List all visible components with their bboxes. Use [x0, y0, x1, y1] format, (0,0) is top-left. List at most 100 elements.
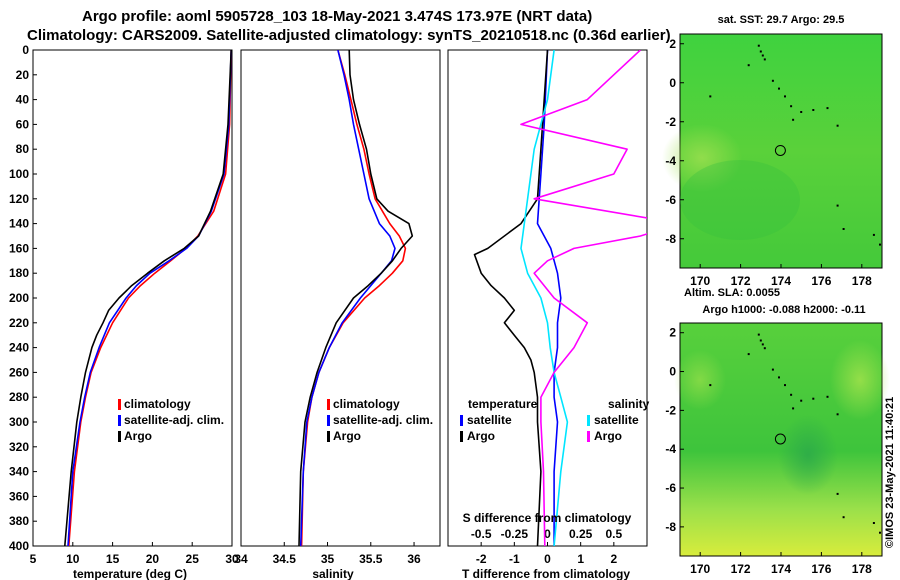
y-tick-label: 20: [16, 68, 30, 82]
islands: [709, 333, 881, 534]
salinity-panel: 34 34.5 35 35.5 36 salinity climatology sate…: [234, 49, 441, 580]
difference-panel: -2 -1 0 1 2 -0.5 -0.25 0 0.25 0.5 T difference f…: [447, 49, 650, 580]
island-dot: [826, 395, 829, 398]
map-y-tick-label: 0: [669, 365, 676, 379]
map-y-tick-label: -2: [665, 403, 676, 417]
map-y-tick-label: -4: [665, 154, 676, 168]
x-tick-label: 25: [186, 552, 200, 566]
map-x-tick-label: 174: [771, 562, 791, 576]
sst-map-title: sat. SST: 29.7 Argo: 29.5: [718, 14, 845, 26]
series-line-temperature-satellite: [536, 50, 562, 546]
legend-swatch-s-satellite: [587, 415, 590, 426]
island-dot: [836, 204, 839, 207]
depth-axis: 0 20 40 60 80 100 120 140 160 180 200 220 240 260 280 3…: [9, 43, 37, 553]
salinity-legend: climatology satellite-adj. clim. Argo: [327, 397, 433, 443]
island-dot: [763, 347, 766, 350]
island-dot: [879, 243, 881, 246]
sla-high-patch-west: [674, 350, 726, 410]
x-top-tick-label: 0: [544, 527, 551, 541]
sla-high-patch: [830, 340, 890, 420]
x-tick-label: 35: [321, 552, 335, 566]
salinity-plot-frame: [240, 49, 441, 547]
island-dot: [792, 118, 795, 121]
salinity-x-axis: 34 34.5 35 35.5 36: [234, 542, 421, 566]
sst-warm-patch: [662, 124, 742, 192]
island-dot: [836, 492, 839, 495]
x-tick-label: 1: [577, 552, 584, 566]
y-tick-label: 180: [9, 266, 29, 280]
legend-label-argo: Argo: [333, 429, 361, 443]
x-tick-label: 35.5: [359, 552, 383, 566]
island-dot: [790, 393, 793, 396]
temperature-x-axis: 5 10 15 20 25 30: [30, 542, 239, 566]
y-tick-label: 120: [9, 192, 29, 206]
temperature-legend: climatology satellite-adj. clim. Argo: [118, 397, 224, 443]
s-difference-xlabel: S difference from climatology: [463, 511, 632, 525]
island-dot: [872, 233, 875, 236]
map-y-tick-label: -4: [665, 442, 676, 456]
series-line-temperature-argo: [473, 50, 549, 546]
salinity-lines: [298, 50, 414, 546]
island-dot: [812, 109, 815, 111]
x-tick-label: -2: [476, 552, 487, 566]
series-line-argo: [64, 50, 232, 546]
map-y-tick-label: -6: [665, 481, 676, 495]
legend-label-satellite: satellite-adj. clim.: [333, 413, 433, 427]
legend-swatch-s-argo: [587, 431, 590, 442]
y-tick-label: 160: [9, 241, 29, 255]
x-top-tick-label: 0.25: [569, 527, 593, 541]
x-tick-label: 34.5: [273, 552, 297, 566]
map-y-tick-label: -8: [665, 232, 676, 246]
y-tick-label: 80: [16, 142, 30, 156]
y-tick-label: 300: [9, 415, 29, 429]
sla-low-patch: [778, 415, 838, 495]
y-tick-label: 380: [9, 514, 29, 528]
t-difference-xlabel: T difference from climatology: [462, 567, 630, 580]
map-y-tick-label: 2: [669, 37, 676, 51]
x-top-tick-label: -0.5: [471, 527, 492, 541]
legend-label-argo: Argo: [124, 429, 152, 443]
s-difference-x-axis: -0.5 -0.25 0 0.25 0.5: [471, 527, 623, 541]
x-tick-label: 10: [66, 552, 80, 566]
y-tick-label: 60: [16, 117, 30, 131]
map-y-tick-label: 0: [669, 76, 676, 90]
island-dot: [778, 87, 780, 90]
legend-label-s-satellite: satellite: [594, 413, 639, 427]
legend-label-climatology: climatology: [124, 397, 191, 411]
y-tick-label: 320: [9, 440, 29, 454]
y-tick-label: 0: [22, 43, 29, 57]
island-dot: [826, 107, 829, 110]
island-dot: [842, 516, 845, 519]
x-top-tick-label: -0.25: [501, 527, 529, 541]
legend-swatch-climatology: [118, 399, 121, 410]
island-dot: [784, 95, 786, 98]
island-dot: [757, 44, 760, 47]
island-dot: [836, 413, 839, 416]
map-x-tick-label: 174: [771, 274, 791, 288]
legend-title-salinity: salinity: [608, 397, 650, 411]
island-dot: [747, 64, 750, 67]
series-line-salinity-argo: [520, 50, 647, 546]
y-tick-label: 280: [9, 390, 29, 404]
map-x-tick-label: 178: [852, 562, 872, 576]
island-dot: [709, 95, 712, 98]
island-dot: [761, 343, 764, 346]
legend-label-satellite: satellite-adj. clim.: [124, 413, 224, 427]
y-tick-label: 400: [9, 539, 29, 553]
legend-label-s-argo: Argo: [594, 429, 622, 443]
x-top-tick-label: 0.5: [605, 527, 622, 541]
series-line-argo: [298, 50, 414, 546]
x-tick-label: -1: [509, 552, 520, 566]
legend-swatch-t-satellite: [460, 415, 463, 426]
imos-credit: ©IMOS 23-May-2021 11:40:21: [884, 397, 896, 548]
map-x-tick-label: 172: [731, 274, 751, 288]
legend-swatch-argo: [327, 431, 330, 442]
island-dot: [757, 333, 760, 336]
argo-position-marker: [774, 433, 786, 445]
sla-map-title-1: Altim. SLA: 0.0055: [684, 287, 780, 299]
legend-label-climatology: climatology: [333, 397, 400, 411]
map-y-tick-label: -8: [665, 520, 676, 534]
y-tick-label: 240: [9, 341, 29, 355]
x-tick-label: 15: [106, 552, 120, 566]
map-x-tick-label: 178: [852, 274, 872, 288]
